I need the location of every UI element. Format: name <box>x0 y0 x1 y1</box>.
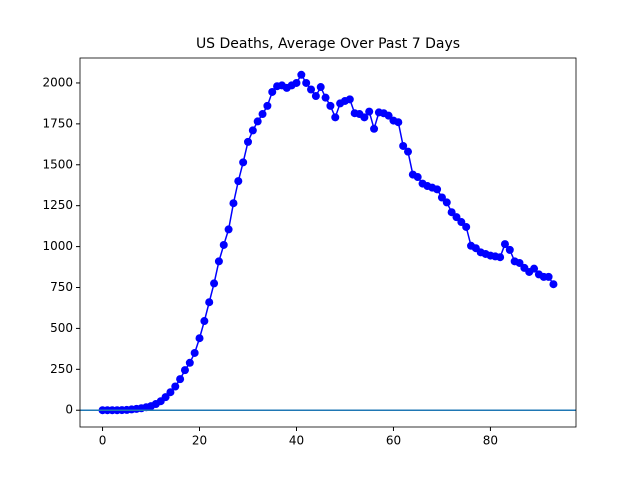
data-point <box>302 78 311 87</box>
data-point <box>447 208 456 217</box>
data-point <box>219 240 228 249</box>
data-point <box>360 113 369 122</box>
data-point <box>321 93 330 102</box>
plot-frame <box>79 57 577 428</box>
data-point <box>370 124 379 133</box>
x-tick-label: 20 <box>192 434 207 448</box>
y-tick-label: 0 <box>65 403 73 417</box>
data-point <box>457 218 466 227</box>
x-tick-label: 80 <box>483 434 498 448</box>
x-tick-label: 40 <box>289 434 304 448</box>
data-point <box>292 78 301 87</box>
y-tick-label: 1750 <box>42 116 73 130</box>
data-point <box>530 264 539 273</box>
data-point <box>258 110 267 119</box>
data-point <box>210 279 219 288</box>
data-point <box>326 101 335 110</box>
data-point <box>244 137 252 146</box>
data-point <box>505 245 514 254</box>
data-point <box>161 393 170 402</box>
data-point <box>331 113 340 122</box>
y-tick-label: 1500 <box>42 157 73 171</box>
x-tick-label: 60 <box>386 434 401 448</box>
data-point <box>365 107 374 116</box>
data-point <box>263 101 272 110</box>
data-point <box>166 388 175 397</box>
data-point <box>437 193 446 202</box>
data-point <box>268 87 277 96</box>
y-tick-label: 1000 <box>42 239 73 253</box>
y-tick-label: 250 <box>50 362 73 376</box>
data-point <box>297 70 306 79</box>
data-point <box>515 258 524 267</box>
data-point <box>413 173 422 182</box>
x-tick-label: 0 <box>99 434 107 448</box>
data-point <box>345 95 354 104</box>
data-point <box>544 272 553 281</box>
data-point <box>185 358 194 367</box>
data-point <box>462 222 471 231</box>
data-point <box>500 240 509 249</box>
data-point <box>384 111 393 120</box>
y-tick-label: 500 <box>50 321 73 335</box>
data-point <box>399 141 408 150</box>
data-point <box>214 257 223 266</box>
data-point <box>496 253 505 262</box>
data-point <box>549 280 558 289</box>
data-point <box>180 366 189 375</box>
data-point <box>404 147 412 156</box>
chart-title: US Deaths, Average Over Past 7 Days <box>196 36 460 52</box>
data-point <box>316 83 325 92</box>
data-point <box>433 185 442 194</box>
y-tick-label: 1250 <box>42 198 73 212</box>
y-tick-label: 750 <box>50 280 73 294</box>
data-point <box>195 334 204 343</box>
data-point <box>205 298 214 307</box>
data-point <box>234 177 243 186</box>
data-point <box>442 198 451 207</box>
data-point <box>176 375 185 384</box>
data-point <box>248 126 257 135</box>
y-tick-label: 2000 <box>42 75 73 89</box>
data-line <box>102 73 555 411</box>
data-point <box>229 199 238 208</box>
data-point <box>224 225 233 234</box>
data-point <box>200 317 209 326</box>
data-point <box>394 118 403 127</box>
data-point <box>311 92 320 101</box>
data-point <box>190 348 199 357</box>
data-point <box>307 85 316 94</box>
data-point <box>239 158 248 167</box>
data-point <box>452 213 461 222</box>
data-point <box>253 117 262 126</box>
data-point <box>171 382 180 391</box>
